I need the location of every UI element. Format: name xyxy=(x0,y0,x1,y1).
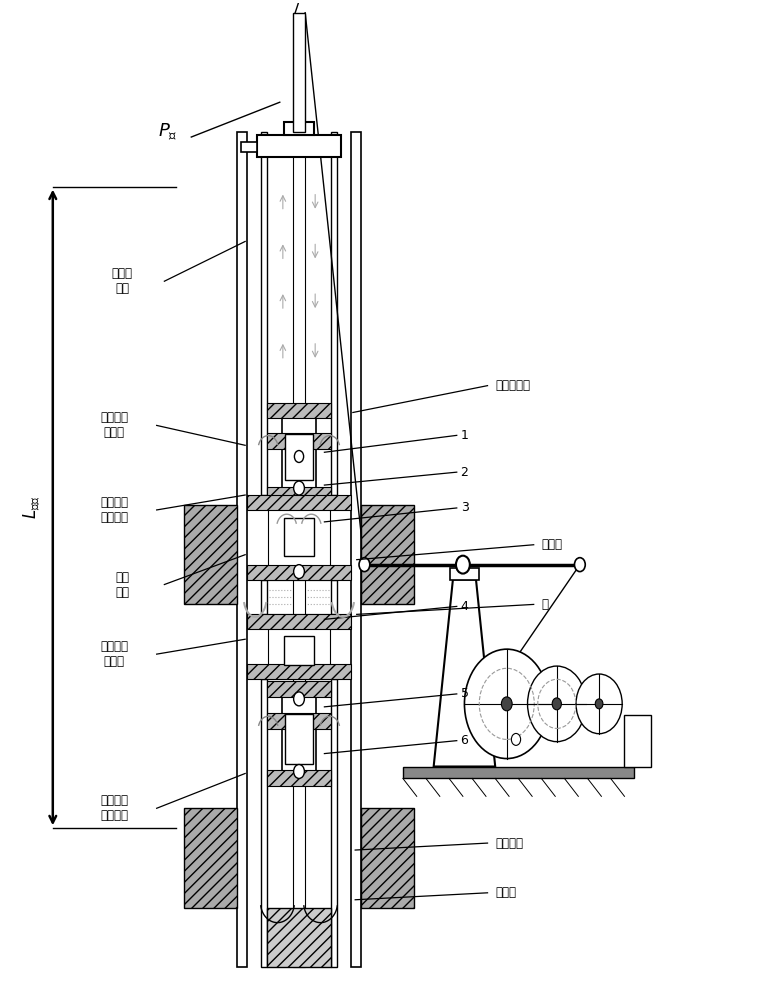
Bar xyxy=(246,614,351,629)
Bar xyxy=(246,565,351,580)
Circle shape xyxy=(294,692,305,706)
Bar xyxy=(403,767,634,778)
Text: 注入泵吸
入口压力: 注入泵吸 入口压力 xyxy=(100,794,129,822)
Circle shape xyxy=(574,558,585,572)
Text: 6: 6 xyxy=(460,734,468,747)
Bar xyxy=(246,664,351,679)
Text: 4: 4 xyxy=(460,600,468,613)
Text: $L_{注入}$: $L_{注入}$ xyxy=(22,496,43,519)
Bar xyxy=(285,714,313,764)
Circle shape xyxy=(501,697,512,711)
Text: 分离后油液: 分离后油液 xyxy=(495,379,530,392)
Bar xyxy=(260,132,267,495)
Bar xyxy=(267,908,332,967)
Circle shape xyxy=(359,558,370,572)
Circle shape xyxy=(456,556,470,574)
Bar xyxy=(285,434,313,480)
Bar xyxy=(260,679,267,967)
Text: 抽油杆
重量: 抽油杆 重量 xyxy=(112,267,133,295)
Bar xyxy=(332,132,337,495)
Bar xyxy=(332,679,337,967)
Bar xyxy=(184,505,237,604)
Bar xyxy=(284,122,315,135)
Bar xyxy=(260,580,267,614)
Bar xyxy=(268,495,330,580)
Bar xyxy=(184,808,237,908)
Bar xyxy=(282,410,316,495)
Circle shape xyxy=(294,565,305,579)
Polygon shape xyxy=(434,580,495,767)
Circle shape xyxy=(512,733,521,745)
Bar xyxy=(360,808,415,908)
Bar xyxy=(351,132,360,967)
Circle shape xyxy=(528,666,586,742)
Text: 采出泵吸
入口压力: 采出泵吸 入口压力 xyxy=(100,496,129,524)
Bar xyxy=(267,433,332,449)
Circle shape xyxy=(294,765,305,778)
Text: 注入层: 注入层 xyxy=(542,538,563,551)
Bar xyxy=(246,495,351,510)
Text: 注入泵注
入压力: 注入泵注 入压力 xyxy=(100,640,129,668)
Circle shape xyxy=(552,698,561,710)
Circle shape xyxy=(595,699,603,709)
Text: 1: 1 xyxy=(460,429,468,442)
Bar xyxy=(267,681,332,697)
Bar xyxy=(237,132,246,967)
Bar xyxy=(282,689,316,778)
Text: 3: 3 xyxy=(460,501,468,514)
Circle shape xyxy=(294,451,304,462)
Text: 采出层: 采出层 xyxy=(495,886,516,899)
Bar xyxy=(293,132,305,967)
Bar xyxy=(332,580,337,614)
Bar xyxy=(267,713,332,729)
Bar xyxy=(449,568,479,580)
Bar xyxy=(267,487,332,503)
Bar xyxy=(284,518,314,556)
Bar xyxy=(360,505,415,604)
Bar xyxy=(257,135,341,157)
Text: 井底油液: 井底油液 xyxy=(495,837,523,850)
Circle shape xyxy=(576,674,622,734)
Text: 采出泵排
出压力: 采出泵排 出压力 xyxy=(100,411,129,439)
Text: 日注
入量: 日注 入量 xyxy=(115,571,129,599)
Text: $P_{上}$: $P_{上}$ xyxy=(158,122,178,142)
Bar xyxy=(267,403,332,418)
Circle shape xyxy=(294,481,305,495)
Text: 2: 2 xyxy=(460,466,468,479)
Circle shape xyxy=(464,649,549,759)
Bar xyxy=(624,715,651,767)
Bar xyxy=(241,142,257,152)
Bar xyxy=(268,614,330,679)
Text: 5: 5 xyxy=(460,687,469,700)
Bar xyxy=(293,13,305,132)
Bar xyxy=(284,636,314,665)
Text: 水: 水 xyxy=(542,598,549,611)
Bar xyxy=(267,770,332,786)
